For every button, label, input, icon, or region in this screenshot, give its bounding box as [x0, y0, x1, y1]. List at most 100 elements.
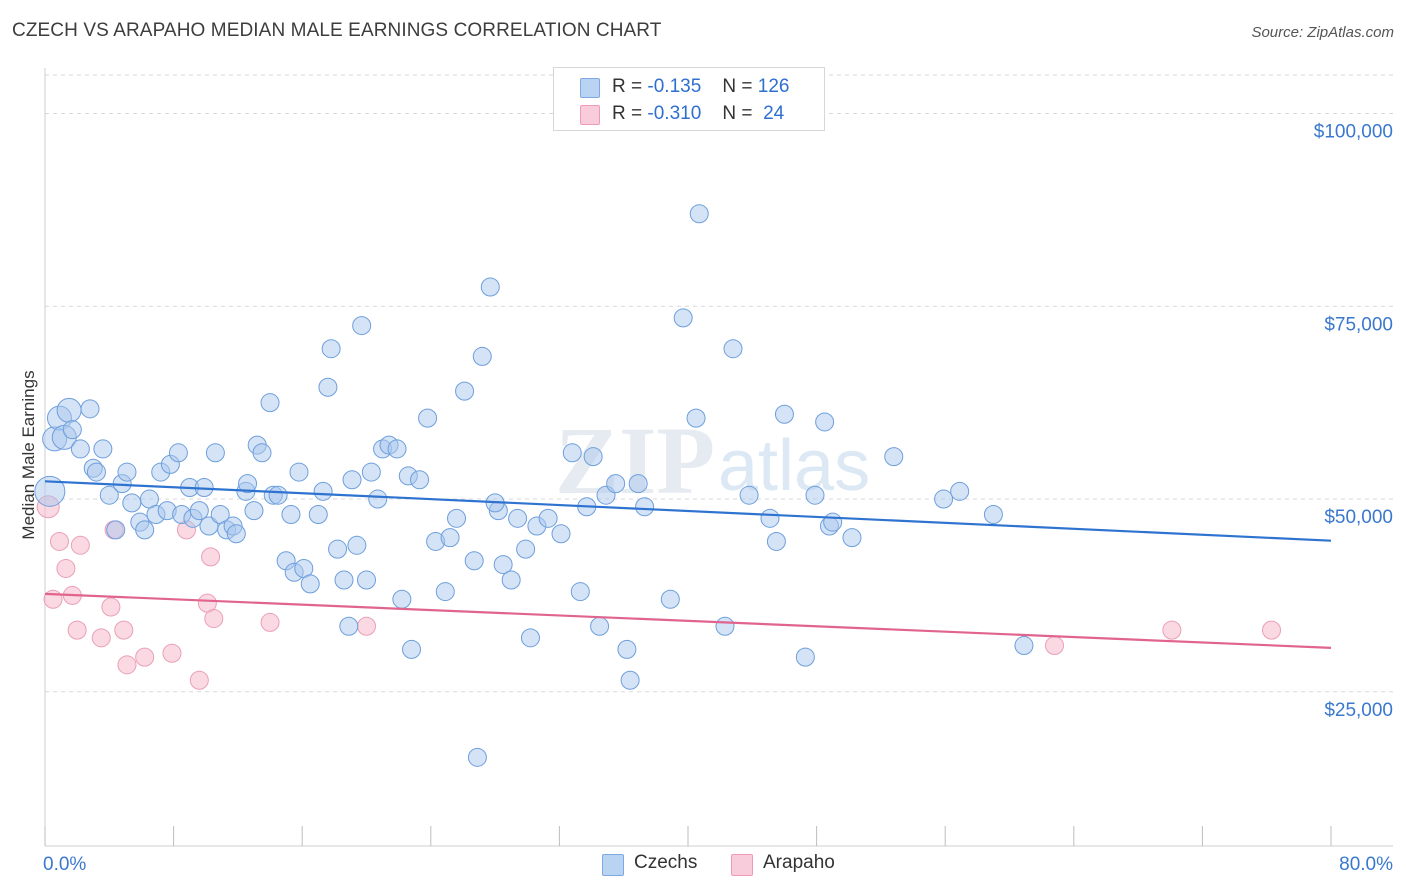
arapaho-point [1045, 636, 1065, 656]
czechs-point [1014, 636, 1034, 656]
czechs-point [983, 504, 1003, 524]
czechs-point [950, 481, 970, 501]
czechs-point [673, 308, 693, 328]
arapaho-point [162, 643, 182, 663]
czechs-point [361, 462, 381, 482]
czechs-point [884, 447, 904, 467]
arapaho-point [204, 609, 224, 629]
czechs-point [205, 443, 225, 463]
czechs-point [842, 528, 862, 548]
czechs-point [93, 439, 113, 459]
czechs-swatch [580, 78, 600, 98]
trend-lines [44, 480, 1332, 649]
czechs-point [628, 474, 648, 494]
czechs-point [823, 512, 843, 532]
axes [44, 68, 1393, 847]
czechs-point [455, 381, 475, 401]
czechs-point [289, 462, 309, 482]
czechs-point [447, 508, 467, 528]
czechs-trend-line [44, 480, 1332, 542]
czechs-point [538, 508, 558, 528]
arapaho-swatch [731, 854, 753, 876]
czechs-point [352, 316, 372, 336]
czechs-point [328, 539, 348, 559]
czechs-point [260, 393, 280, 413]
czechs-point [516, 539, 536, 559]
czechs-point [418, 408, 438, 428]
x-tick-label: 0.0% [43, 854, 86, 875]
czechs-point [308, 504, 328, 524]
watermark-zip: ZIP [555, 407, 715, 514]
arapaho-trend-line [44, 592, 1332, 649]
bottom-legend-czechs-label: Czechs [634, 852, 698, 873]
czechs-point [686, 408, 706, 428]
legend-n-label: N = [722, 76, 753, 97]
legend-r-value: -0.135 [647, 76, 702, 97]
czechs-point [252, 443, 272, 463]
czechs-point [321, 339, 341, 359]
czechs-point [347, 535, 367, 555]
czechs-point [168, 443, 188, 463]
czechs-point [70, 439, 90, 459]
czechs-points [34, 204, 1034, 767]
czechs-point [392, 589, 412, 609]
x-tick-label: 80.0% [1339, 854, 1393, 875]
czechs-point [189, 501, 209, 521]
czechs-point [774, 404, 794, 424]
czechs-point [723, 339, 743, 359]
arapaho-point [117, 655, 137, 675]
czechs-point [766, 531, 786, 551]
legend-n-value: 126 [757, 76, 790, 97]
czechs-point [660, 589, 680, 609]
czechs-point [226, 524, 246, 544]
czechs-point [583, 447, 603, 467]
czechs-point [135, 520, 155, 540]
czechs-point [117, 462, 137, 482]
czechs-point [435, 582, 455, 602]
czechs-point [805, 485, 825, 505]
czechs-point [387, 439, 407, 459]
grid-lines [45, 74, 1393, 693]
arapaho-point [49, 531, 69, 551]
czechs-point [590, 616, 610, 636]
chart-title: CZECH VS ARAPAHO MEDIAN MALE EARNINGS CO… [12, 20, 662, 41]
arapaho-point [67, 620, 87, 640]
czechs-point [715, 616, 735, 636]
czechs-point [508, 508, 528, 528]
czechs-point [635, 497, 655, 517]
arapaho-point [70, 535, 90, 555]
czechs-point [268, 485, 288, 505]
czechs-point [520, 628, 540, 648]
czechs-point [99, 485, 119, 505]
czechs-point [934, 489, 954, 509]
y-axis-label: Median Male Earnings [19, 370, 38, 539]
y-tick-label: $50,000 [1324, 507, 1393, 528]
czechs-point [795, 647, 815, 667]
arapaho-point [101, 597, 121, 617]
bottom-legend-arapaho-label: Arapaho [763, 852, 835, 873]
y-tick-label: $75,000 [1324, 314, 1393, 335]
czechs-point [689, 204, 709, 224]
legend-r-label: R = [612, 103, 643, 124]
legend-n-label: N = [722, 103, 753, 124]
czechs-point [440, 528, 460, 548]
arapaho-swatch [580, 105, 600, 125]
watermark: ZIP atlas [555, 407, 870, 514]
arapaho-point [1262, 620, 1282, 640]
czechs-point [606, 474, 626, 494]
czechs-point [62, 420, 82, 440]
czechs-point [739, 485, 759, 505]
czechs-point [334, 570, 354, 590]
czechs-point [313, 481, 333, 501]
arapaho-point [357, 616, 376, 636]
czechs-point [815, 412, 835, 432]
arapaho-point [260, 612, 280, 632]
czechs-point [570, 582, 590, 602]
czechs-point [122, 493, 142, 513]
czechs-point [464, 551, 484, 571]
y-tick-label: $25,000 [1324, 700, 1393, 721]
czechs-point [480, 277, 500, 297]
legend-r-label: R = [612, 76, 643, 97]
correlation-legend: R = -0.135 N = 126 R = -0.310 N = 24 [553, 67, 825, 131]
czechs-point [281, 504, 301, 524]
